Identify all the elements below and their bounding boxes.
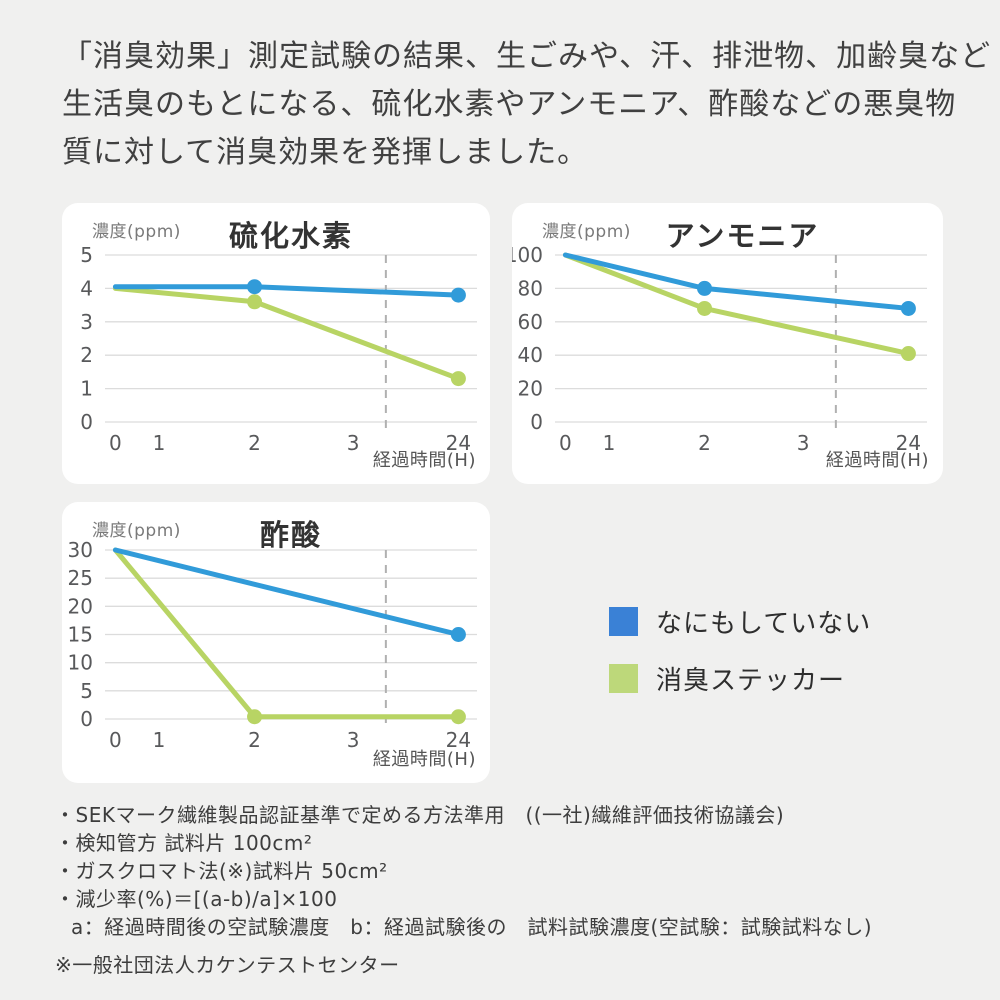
data-point-blue [697,280,713,296]
acetic-acid-chart: 30 25 20 15 10 5 00 1 2 3 24 [68,538,477,752]
y-tick-label: 0 [530,410,543,434]
y-axis-unit-label: 濃度(ppm) [92,222,181,242]
header-line-2: 生活臭のもとになる、硫化水素やアンモニア、酢酸などの悪臭物 [62,87,957,122]
x-axis-label: 経過時間(H) [372,749,476,770]
legend-swatch-blue [609,607,638,636]
y-tick-label: 4 [80,276,93,300]
x-tick-label: 3 [347,431,360,455]
x-tick-label: 1 [153,728,166,752]
series-line-blue [112,547,461,637]
legend-label-deodorant-sticker: 消臭ステッカー [656,666,846,696]
y-tick-label: 1 [80,377,93,401]
y-axis-unit-label: 濃度(ppm) [542,222,631,242]
series-line-green [112,547,461,720]
data-point-green [247,709,263,725]
series-line-blue [562,252,911,311]
y-tick-label: 30 [68,538,93,562]
y-tick-label: 2 [80,343,93,367]
x-tick-label: 24 [896,431,921,455]
data-point-green [247,294,263,310]
data-point-green [450,709,466,725]
y-tick-label: 20 [518,377,543,401]
chart-card-acetic-acid: 30 25 20 15 10 5 0 0 1 2 3 24 濃度(ppm) 酢酸 経過時間(H) [62,502,490,783]
x-tick-label: 0 [559,431,572,455]
footnote-testing-center: ※一般社団法人カケンテストセンター [55,953,400,977]
page-title: 「消臭効果」測定試験の結果、生ごみや、汗、排泄物、加齢臭など 生活臭のもとになる… [62,33,991,177]
footnote-line: ・検知管方 試料片 100cm² [55,831,313,855]
chart-title: 酢酸 [259,518,322,552]
y-tick-label: 0 [80,410,93,434]
y-tick-label: 80 [518,276,543,300]
x-tick-label: 3 [347,728,360,752]
y-tick-label: 3 [80,310,93,334]
x-tick-label: 3 [797,431,810,455]
legend-item-deodorant-sticker: 消臭ステッカー [609,660,871,697]
data-point-blue [247,279,263,295]
series-line-green [112,285,461,382]
chart-title: 硫化水素 [228,219,353,253]
hydrogen-sulfide-chart: 5 4 3 2 1 00 1 2 3 24 [80,243,477,455]
header-line-3: 質に対して消臭効果を発揮しました。 [62,135,589,170]
x-tick-label: 2 [248,431,261,455]
footnote-line: ・減少率(%)＝[(a-b)/a]×100 [55,887,338,911]
y-tick-label: 15 [68,623,93,647]
x-axis-label: 経過時間(H) [825,450,929,471]
data-point-green [900,346,916,362]
x-axis-label: 経過時間(H) [372,450,476,471]
data-point-blue [450,287,466,303]
y-tick-label: 20 [68,594,93,618]
chart-title: アンモニア [665,219,820,253]
data-point-green [697,300,713,316]
data-point-green [450,371,466,387]
x-tick-label: 24 [446,431,471,455]
ammonia-chart: 100 80 60 40 20 00 1 2 3 24 [512,243,927,455]
x-tick-label: 24 [446,728,471,752]
x-tick-label: 0 [109,431,122,455]
y-tick-label: 40 [518,343,543,367]
y-axis-unit-label: 濃度(ppm) [92,521,181,541]
x-tick-label: 1 [603,431,616,455]
y-tick-label: 25 [68,566,93,590]
legend-item-untreated: なにもしていない [609,603,871,640]
footnote-line: ・SEKマーク繊維製品認証基準で定める方法準用 ((一社)繊維評価技術協議会) [55,803,785,827]
x-tick-label: 2 [698,431,711,455]
y-tick-label: 100 [512,243,543,267]
y-tick-label: 5 [80,679,93,703]
x-tick-label: 2 [248,728,261,752]
footnotes: ・SEKマーク繊維製品認証基準で定める方法準用 ((一社)繊維評価技術協議会) … [55,801,872,979]
data-point-blue [900,300,916,316]
y-tick-label: 5 [80,243,93,267]
legend-label-untreated: なにもしていない [656,609,872,639]
x-tick-label: 0 [109,728,122,752]
legend: なにもしていない 消臭ステッカー [609,603,871,717]
footnote-line: a：経過時間後の空試験濃度 b：経過試験後の 試料試験濃度(空試験：試験試料なし… [71,915,873,939]
chart-card-hydrogen-sulfide: 5 4 3 2 1 0 0 1 2 3 24 濃度(ppm) 硫化水素 経過時間(H) [62,203,490,484]
header-line-1: 「消臭効果」測定試験の結果、生ごみや、汗、排泄物、加齢臭など [62,39,992,74]
y-tick-label: 0 [80,707,93,731]
y-tick-label: 60 [518,310,543,334]
x-tick-label: 1 [153,431,166,455]
legend-swatch-green [609,664,638,693]
y-tick-label: 10 [68,651,93,675]
chart-card-ammonia: 100 80 60 40 20 00 1 2 3 24 濃度(ppm) アンモニア 経過時間(H) [512,203,943,484]
footnote-line: ・ガスクロマト法(※)試料片 50cm² [55,859,388,883]
data-point-blue [450,627,466,642]
